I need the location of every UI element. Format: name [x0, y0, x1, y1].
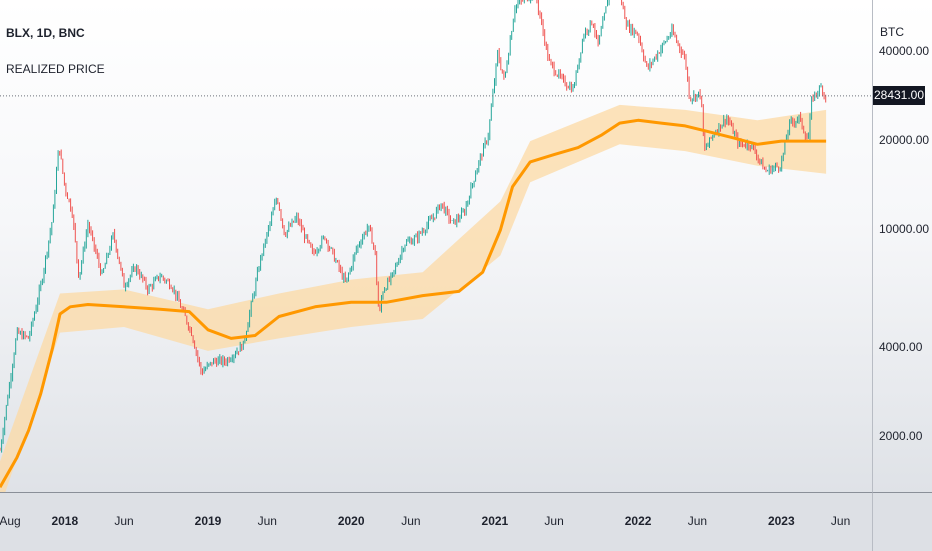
price-tick-label: 4000.00 — [879, 339, 923, 354]
realized-price-line — [0, 118, 827, 488]
year-tick-label: 2019 — [194, 514, 222, 528]
month-tick-label: Jun — [687, 514, 708, 528]
year-tick-label: 2020 — [337, 514, 365, 528]
year-tick-label: 2023 — [767, 514, 795, 528]
year-tick-label: 2022 — [624, 514, 652, 528]
time-axis[interactable] — [0, 492, 872, 551]
month-tick-label: Aug — [0, 514, 21, 528]
month-tick-label: Jun — [544, 514, 564, 528]
month-tick-label: Jun — [401, 514, 421, 528]
indicator-legend[interactable]: REALIZED PRICE — [6, 62, 105, 76]
axis-corner — [872, 492, 932, 551]
year-tick-label: 2018 — [51, 514, 79, 528]
price-tick-label: 40000.00 — [879, 44, 930, 59]
symbol-legend[interactable]: BLX, 1D, BNC — [6, 26, 85, 40]
axis-currency-label: BTC — [880, 25, 904, 39]
month-tick-label: Jun — [114, 514, 134, 528]
last-price-label: 28431.00 — [873, 86, 925, 106]
price-chart[interactable] — [0, 0, 872, 492]
year-tick-label: 2021 — [481, 514, 509, 528]
price-tick-label: 2000.00 — [879, 428, 923, 443]
chart-plot-area[interactable] — [0, 0, 872, 492]
price-tick-label: 20000.00 — [879, 133, 930, 148]
price-axis[interactable] — [872, 0, 932, 492]
price-tick-label: 10000.00 — [879, 222, 930, 236]
month-tick-label: Jun — [257, 514, 277, 528]
month-tick-label: Jun — [830, 514, 851, 528]
